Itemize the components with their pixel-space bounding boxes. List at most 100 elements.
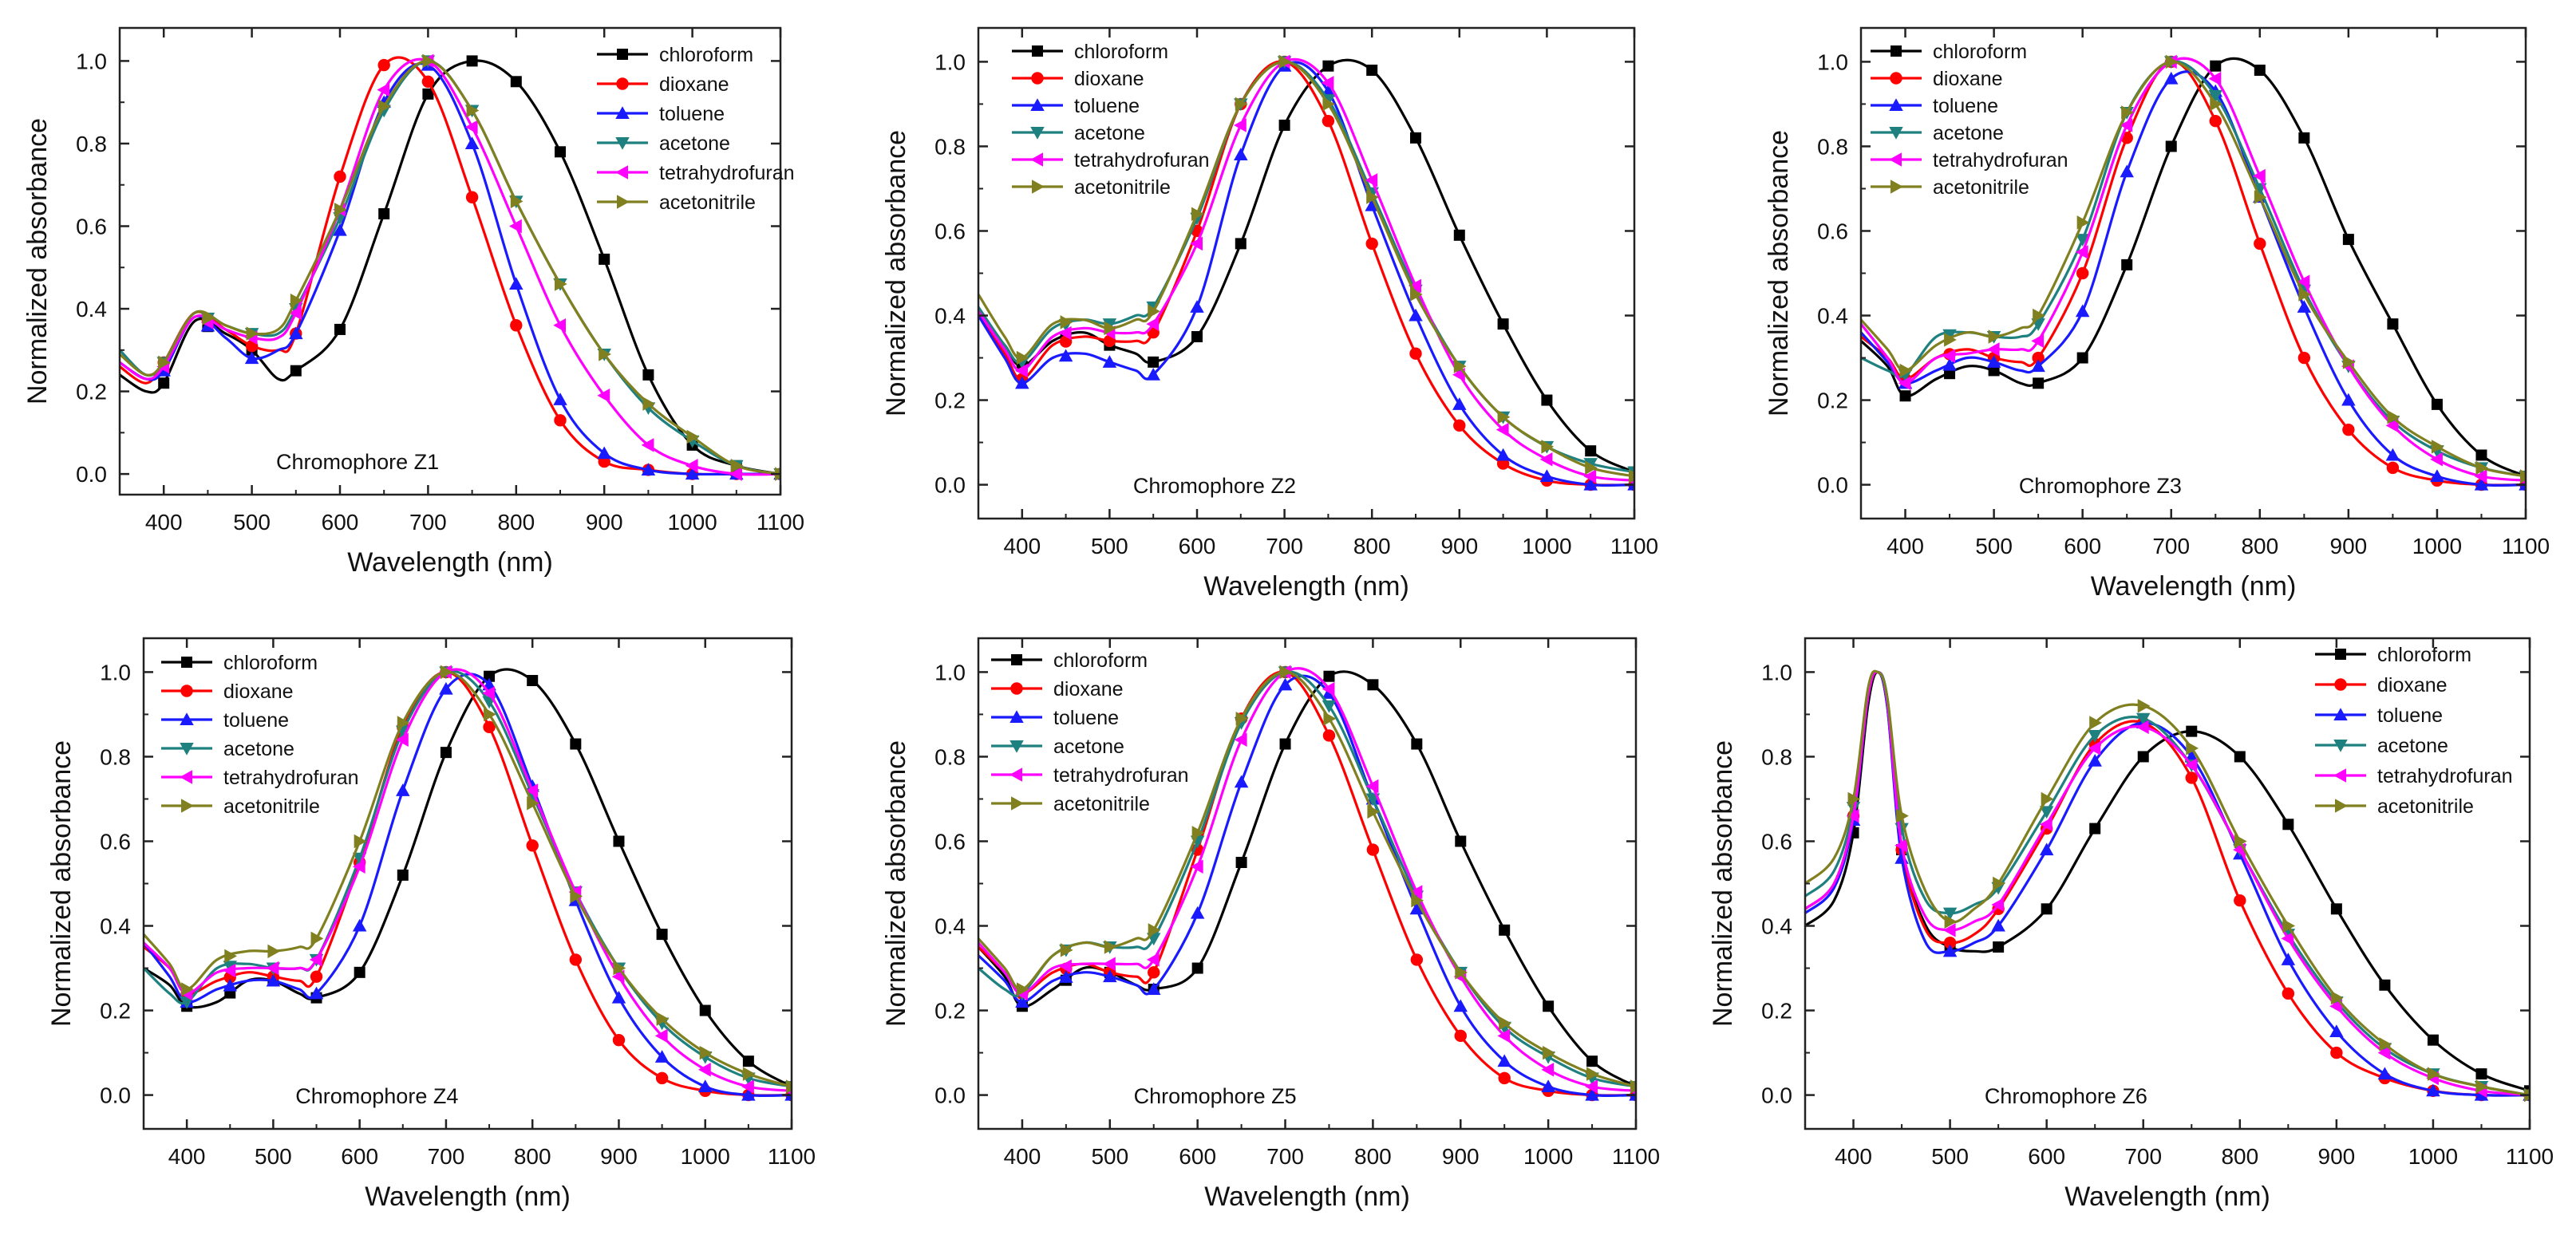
series-line-tetrahydrofuran <box>978 667 1636 1092</box>
data-point <box>290 365 302 377</box>
data-point <box>1146 317 1160 331</box>
legend-item: tetrahydrofuran <box>1871 149 2068 172</box>
data-point <box>1541 1063 1555 1077</box>
data-point <box>1583 477 1598 491</box>
chart-panel-1: 400 500 600 700 800 900 1000 1100 0.0 0.2 0.4 0.6 0.… <box>22 26 804 578</box>
data-point <box>2281 953 2296 965</box>
y-tick-label: 0.4 <box>934 914 966 939</box>
data-point <box>1146 953 1160 967</box>
chart-panel-3: 400 500 600 700 800 900 1000 1100 0.0 0.2 0.4 0.6 0.… <box>1764 26 2550 602</box>
data-point <box>2282 819 2294 831</box>
data-point <box>1585 1079 1598 1094</box>
data-point <box>1499 1016 1511 1031</box>
data-point <box>1104 940 1117 954</box>
series-line-chloroform <box>978 670 1636 1088</box>
x-tick-label: 900 <box>600 1144 638 1169</box>
data-point <box>223 963 236 978</box>
data-point <box>223 978 238 992</box>
x-tick-label: 700 <box>2124 1144 2162 1169</box>
series-line-acetonitrile <box>978 670 1636 1088</box>
data-point <box>1586 1055 1598 1067</box>
legend-label: tetrahydrofuran <box>1053 764 1189 787</box>
data-point <box>1944 368 1956 380</box>
data-point <box>1016 350 1029 365</box>
data-point <box>1234 118 1247 132</box>
legend-marker <box>1031 72 1044 85</box>
y-tick-label: 0.2 <box>100 999 131 1024</box>
data-point <box>2075 234 2090 247</box>
data-point <box>1409 308 1423 322</box>
legend-label: dioxane <box>2377 674 2448 696</box>
data-point <box>742 1055 754 1067</box>
data-point <box>1321 76 1334 90</box>
legend-marker <box>1009 710 1024 723</box>
y-tick-label: 0.4 <box>1761 914 1792 939</box>
data-point <box>1942 944 1958 957</box>
data-point <box>1190 300 1204 313</box>
legend-label: dioxane <box>1933 68 2003 90</box>
chart-panel-5: 400 500 600 700 800 900 1000 1100 0.0 0.2 0.4 0.6 0.… <box>881 637 1660 1212</box>
data-point <box>510 194 523 209</box>
series-acetonitrile <box>978 665 1636 1094</box>
x-tick-label: 500 <box>1931 1144 1969 1169</box>
data-point <box>1541 394 1553 406</box>
legend-marker <box>1889 152 1902 167</box>
data-point <box>1847 791 1861 807</box>
legend-label: dioxane <box>659 73 729 96</box>
legend-label: toluene <box>223 709 289 732</box>
y-tick-label: 1.0 <box>100 660 131 685</box>
x-tick-label: 1000 <box>1522 534 1571 558</box>
y-tick-label: 0.2 <box>934 999 966 1024</box>
data-point <box>611 990 626 1004</box>
data-point <box>1539 452 1553 467</box>
data-point <box>2210 60 2222 72</box>
data-point <box>1148 923 1161 937</box>
data-point <box>2282 918 2296 933</box>
data-point <box>741 1087 756 1101</box>
data-point <box>378 99 391 114</box>
series-line-acetonitrile <box>144 670 792 1088</box>
data-point <box>2234 751 2246 763</box>
legend-marker <box>1009 767 1022 782</box>
chart-panel-4: 400 500 600 700 800 900 1000 1100 0.0 0.2 0.4 0.6 0.… <box>46 637 816 1212</box>
data-point <box>1411 738 1423 750</box>
data-point <box>1541 1079 1555 1092</box>
x-tick-label: 1100 <box>1610 534 1658 558</box>
data-point <box>1585 460 1598 475</box>
legend-marker <box>180 770 192 784</box>
legend-label: acetonitrile <box>1053 793 1150 815</box>
data-point <box>244 351 259 365</box>
data-point <box>1235 711 1249 726</box>
data-point <box>377 58 390 72</box>
series-tetrahydrofuran <box>1861 54 2526 485</box>
data-point <box>1409 885 1423 899</box>
data-point <box>570 738 582 750</box>
data-point <box>570 889 583 904</box>
data-point <box>1323 711 1337 726</box>
x-tick-label: 1000 <box>2408 1144 2458 1169</box>
data-point <box>464 136 480 149</box>
data-point <box>1630 1079 1636 1094</box>
y-tick-label: 1.0 <box>76 49 107 73</box>
x-tick-label: 800 <box>1354 1144 1392 1169</box>
data-point <box>526 839 539 852</box>
data-point <box>1366 190 1379 204</box>
legend: chloroform dioxane toluene acetone tetrahydr… <box>2315 644 2513 818</box>
legend-marker <box>2333 768 2346 783</box>
data-point <box>334 203 347 217</box>
data-point <box>2075 304 2090 318</box>
data-point <box>2281 931 2294 946</box>
data-point <box>699 1045 713 1060</box>
data-point <box>396 783 410 796</box>
y-tick-label: 0.8 <box>934 134 966 159</box>
x-tick-label: 800 <box>497 510 535 535</box>
y-tick-label: 0.6 <box>1761 829 1792 854</box>
data-point <box>527 796 539 811</box>
data-point <box>510 319 523 332</box>
data-point <box>554 414 567 427</box>
data-point <box>1453 419 1466 432</box>
data-point <box>421 75 435 89</box>
y-tick-label: 1.0 <box>934 49 966 74</box>
data-point <box>1146 367 1160 381</box>
x-tick-label: 1100 <box>768 1144 816 1169</box>
